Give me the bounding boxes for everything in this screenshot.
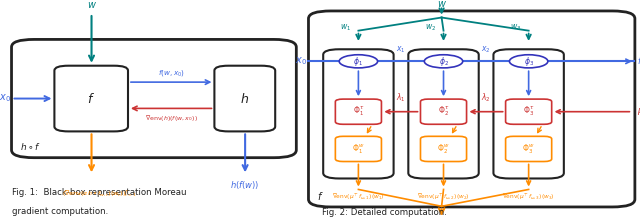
Text: $\Phi_1^w$: $\Phi_1^w$ <box>352 142 365 156</box>
Text: $f(w,x_0)$: $f(w,x_0)$ <box>158 68 185 78</box>
FancyBboxPatch shape <box>308 11 635 207</box>
Text: $h$: $h$ <box>240 92 250 106</box>
Text: Fig. 2: Detailed computation.: Fig. 2: Detailed computation. <box>321 208 447 217</box>
Text: $\Phi_2^\tau$: $\Phi_2^\tau$ <box>438 105 449 118</box>
FancyBboxPatch shape <box>335 99 381 124</box>
Text: $\nabla \mathrm{env}(\mu^\top f_{\omega,3})(w_3)$: $\nabla \mathrm{env}(\mu^\top f_{\omega,… <box>502 191 555 201</box>
Text: $\phi_3$: $\phi_3$ <box>524 55 534 68</box>
Text: $w$: $w$ <box>436 0 447 9</box>
Text: $h(f(w))$: $h(f(w))$ <box>230 179 260 191</box>
FancyBboxPatch shape <box>506 136 552 162</box>
Circle shape <box>509 55 548 68</box>
Text: $\Phi_3^\tau$: $\Phi_3^\tau$ <box>523 105 534 118</box>
Circle shape <box>424 55 463 68</box>
FancyBboxPatch shape <box>420 99 467 124</box>
Text: $x_0$: $x_0$ <box>0 93 10 104</box>
FancyBboxPatch shape <box>506 99 552 124</box>
Text: gradient computation.: gradient computation. <box>12 207 108 216</box>
Text: $\phi_2$: $\phi_2$ <box>438 55 449 68</box>
Text: Fig. 1:  Black-box representation Moreau: Fig. 1: Black-box representation Moreau <box>12 188 186 197</box>
Text: $h \circ f$: $h \circ f$ <box>20 141 42 152</box>
Text: $\Phi_1^\tau$: $\Phi_1^\tau$ <box>353 105 364 118</box>
Text: $\Phi_2^w$: $\Phi_2^w$ <box>437 142 450 156</box>
Text: $w_3$: $w_3$ <box>509 22 521 33</box>
FancyBboxPatch shape <box>335 136 381 162</box>
Text: $\lambda_1$: $\lambda_1$ <box>396 91 406 104</box>
Text: $\nabla \mathrm{env}(h)(f(w,x_0))$: $\nabla \mathrm{env}(h)(f(w,x_0))$ <box>145 113 198 123</box>
Text: $\Phi_3^w$: $\Phi_3^w$ <box>522 142 535 156</box>
Text: $f(w,x)$: $f(w,x)$ <box>637 55 640 67</box>
Text: $\nabla \mathrm{env}(\mu^\top f_{\omega,2})(w_2)$: $\nabla \mathrm{env}(\mu^\top f_{\omega,… <box>417 191 470 201</box>
Text: $x_2$: $x_2$ <box>481 44 491 55</box>
Text: $(\nabla \mathrm{env}(\alpha h \circ f_{w,t})(w_t))_{t=1}^T$: $(\nabla \mathrm{env}(\alpha h \circ f_{… <box>62 189 136 199</box>
Circle shape <box>339 55 378 68</box>
Text: $w_1$: $w_1$ <box>340 22 351 33</box>
Text: $x_0$: $x_0$ <box>295 55 307 67</box>
Text: $f$: $f$ <box>317 190 323 202</box>
Text: $\mu$: $\mu$ <box>637 106 640 117</box>
Text: $x_1$: $x_1$ <box>396 44 406 55</box>
Text: $w$: $w$ <box>86 0 97 11</box>
Text: $f$: $f$ <box>87 92 95 106</box>
FancyBboxPatch shape <box>12 39 296 158</box>
FancyBboxPatch shape <box>420 136 467 162</box>
Text: $\phi_1$: $\phi_1$ <box>353 55 364 68</box>
FancyBboxPatch shape <box>214 66 275 131</box>
FancyBboxPatch shape <box>54 66 128 131</box>
Text: $\nabla \mathrm{env}(\mu^\top f_{\omega,1})(w_1)$: $\nabla \mathrm{env}(\mu^\top f_{\omega,… <box>332 191 385 201</box>
Text: $\lambda_2$: $\lambda_2$ <box>481 91 491 104</box>
Text: $w_2$: $w_2$ <box>425 22 436 33</box>
